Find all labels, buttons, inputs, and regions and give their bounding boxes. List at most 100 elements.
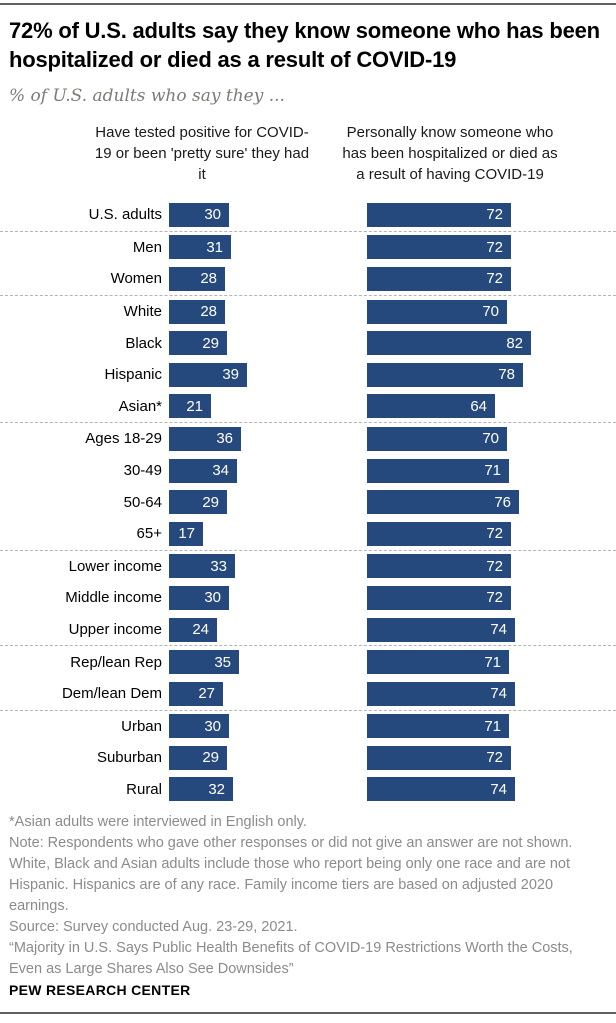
bar-track-right: 72: [367, 521, 616, 546]
bar-know-someone: 78: [367, 362, 523, 387]
bar-know-someone: 72: [367, 585, 511, 610]
category-label: 65+: [136, 525, 162, 543]
chart-subtitle: % of U.S. adults who say they ...: [9, 86, 285, 106]
bar-chart: U.S. adults 30 72 Men 31 72 Women 28 72 White 28 70…: [0, 199, 616, 805]
bar-know-someone: 72: [367, 521, 511, 546]
bar-track-right: 76: [367, 490, 616, 515]
table-row: Middle income 30 72: [0, 582, 616, 614]
bar-value: 78: [498, 366, 515, 384]
table-row: Suburban 29 72: [0, 742, 616, 774]
bar-value: 72: [486, 749, 503, 767]
bar-track-left: 30: [169, 714, 367, 739]
bar-tested-positive: 29: [169, 745, 227, 770]
page-title: 72% of U.S. adults say they know someone…: [9, 18, 600, 72]
chart-group: Rep/lean Rep 35 71 Dem/lean Dem 27 74: [0, 646, 616, 711]
bar-track-right: 71: [367, 714, 616, 739]
bar-tested-positive: 39: [169, 362, 247, 387]
table-row: Rep/lean Rep 35 71: [0, 646, 616, 678]
pew-research-center-logo: PEW RESEARCH CENTER: [9, 982, 191, 998]
bar-tested-positive: 24: [169, 617, 217, 642]
category-label: 50-64: [123, 493, 162, 511]
bar-know-someone: 72: [367, 235, 511, 260]
category-label: Rep/lean Rep: [70, 653, 162, 671]
bar-track-right: 71: [367, 458, 616, 483]
bar-know-someone: 74: [367, 617, 515, 642]
bar-track-right: 64: [367, 394, 616, 419]
table-row: White 28 70: [0, 296, 616, 328]
bar-value: 74: [490, 780, 507, 798]
bar-value: 21: [186, 397, 203, 415]
bar-value: 39: [222, 366, 239, 384]
bar-track-left: 33: [169, 554, 367, 579]
category-label: Upper income: [68, 621, 162, 639]
bar-track-right: 78: [367, 362, 616, 387]
footnotes: *Asian adults were interviewed in Englis…: [9, 812, 607, 980]
table-row: Asian* 21 64: [0, 391, 616, 423]
bar-track-left: 39: [169, 362, 367, 387]
bar-value: 30: [204, 206, 221, 224]
table-row: Women 28 72: [0, 263, 616, 295]
table-row: Black 29 82: [0, 327, 616, 359]
bar-tested-positive: 21: [169, 394, 211, 419]
table-row: Urban 30 71: [0, 711, 616, 743]
bar-track-left: 21: [169, 394, 367, 419]
bar-tested-positive: 30: [169, 202, 229, 227]
bar-track-left: 32: [169, 777, 367, 802]
chart-group: Ages 18-29 36 70 30-49 34 71 50-64 29 76 65+ 17 72: [0, 423, 616, 551]
bar-tested-positive: 35: [169, 650, 239, 675]
bar-value: 72: [486, 589, 503, 607]
table-row: 65+ 17 72: [0, 518, 616, 550]
bar-track-left: 17: [169, 521, 367, 546]
table-row: 30-49 34 71: [0, 455, 616, 487]
bar-value: 29: [202, 749, 219, 767]
bar-know-someone: 71: [367, 650, 509, 675]
table-row: Rural 32 74: [0, 774, 616, 806]
category-label: Rural: [126, 780, 162, 798]
bar-know-someone: 71: [367, 714, 509, 739]
chart-group: Urban 30 71 Suburban 29 72 Rural 32 74: [0, 711, 616, 806]
bar-value: 30: [204, 589, 221, 607]
footnote-source: Source: Survey conducted Aug. 23-29, 202…: [9, 919, 298, 935]
bar-value: 72: [486, 557, 503, 575]
bar-value: 29: [202, 493, 219, 511]
bar-track-right: 82: [367, 331, 616, 356]
table-row: Hispanic 39 78: [0, 359, 616, 391]
footnote-note: Note: Respondents who gave other respons…: [9, 835, 573, 914]
bar-know-someone: 72: [367, 554, 511, 579]
bar-track-right: 72: [367, 585, 616, 610]
category-label: Hispanic: [104, 366, 162, 384]
bar-track-right: 72: [367, 235, 616, 260]
bar-track-right: 72: [367, 202, 616, 227]
chart-group: Lower income 33 72 Middle income 30 72 Upper i…: [0, 551, 616, 647]
category-label: 30-49: [123, 462, 162, 480]
footnote-asterisk: *Asian adults were interviewed in Englis…: [9, 814, 307, 830]
bar-tested-positive: 30: [169, 585, 229, 610]
category-label: White: [123, 303, 162, 321]
bar-tested-positive: 30: [169, 714, 229, 739]
chart-group: Men 31 72 Women 28 72: [0, 232, 616, 296]
bar-value: 34: [212, 462, 229, 480]
bar-track-right: 74: [367, 681, 616, 706]
bar-value: 72: [486, 206, 503, 224]
bottom-divider: [0, 1012, 616, 1014]
bar-track-left: 29: [169, 331, 367, 356]
bar-track-left: 24: [169, 617, 367, 642]
bar-know-someone: 82: [367, 331, 531, 356]
bar-track-left: 27: [169, 681, 367, 706]
bar-value: 71: [484, 717, 501, 735]
bar-track-right: 74: [367, 617, 616, 642]
table-row: 50-64 29 76: [0, 486, 616, 518]
bar-track-left: 36: [169, 426, 367, 451]
bar-know-someone: 76: [367, 490, 519, 515]
bar-track-left: 35: [169, 650, 367, 675]
bar-know-someone: 72: [367, 745, 511, 770]
bar-tested-positive: 17: [169, 521, 203, 546]
bar-track-right: 70: [367, 426, 616, 451]
bar-track-left: 28: [169, 266, 367, 291]
bar-track-left: 28: [169, 299, 367, 324]
bar-track-left: 30: [169, 585, 367, 610]
bar-track-right: 72: [367, 745, 616, 770]
bar-know-someone: 70: [367, 299, 507, 324]
category-label: U.S. adults: [88, 206, 162, 224]
bar-value: 32: [208, 780, 225, 798]
